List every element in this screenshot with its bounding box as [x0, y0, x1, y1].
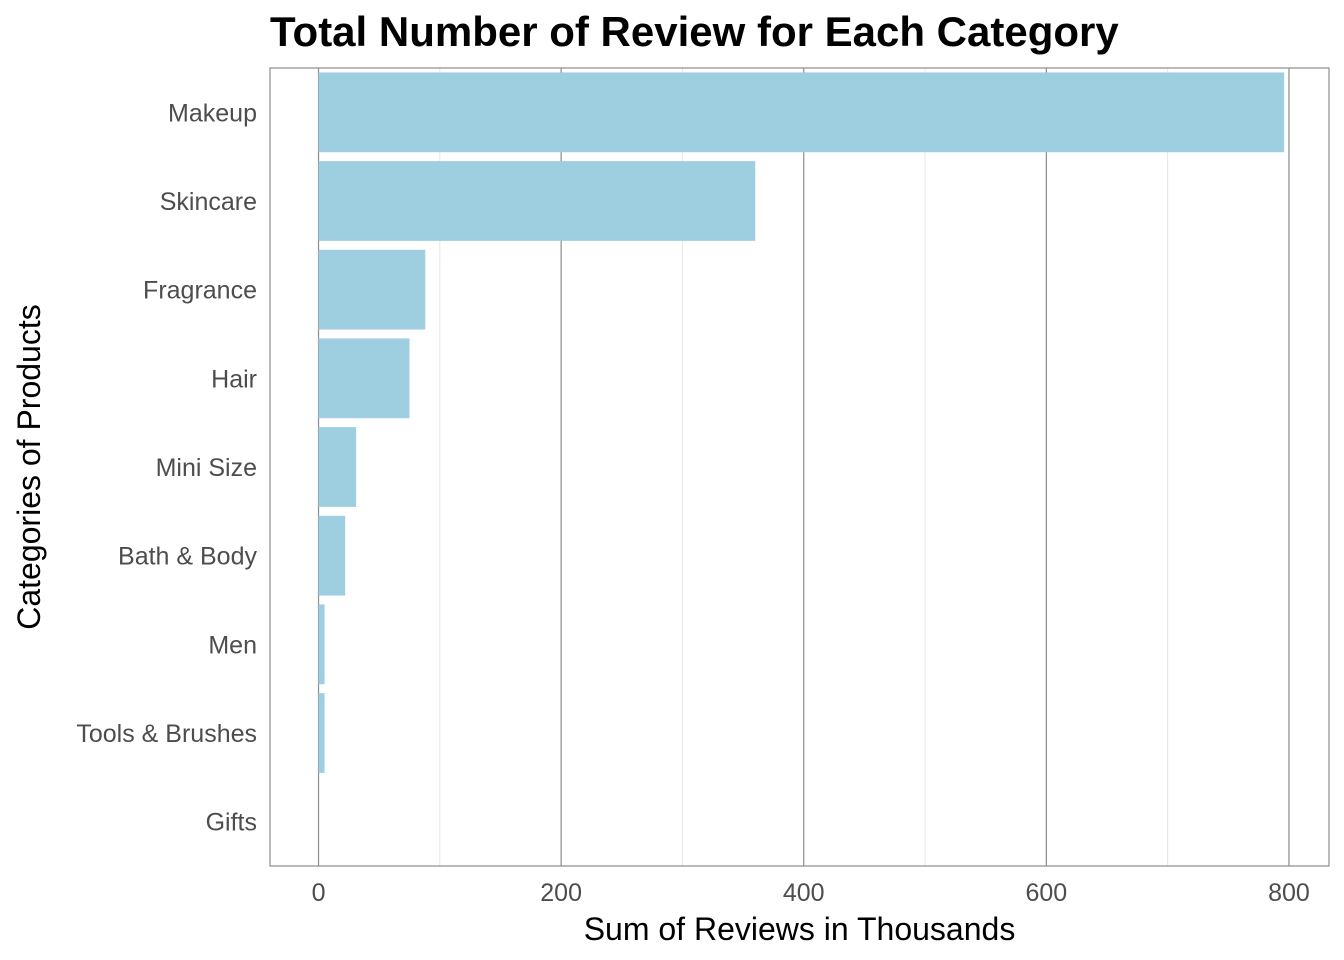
bar	[318, 338, 410, 419]
bar	[318, 72, 1285, 153]
bar	[318, 427, 357, 507]
bar	[318, 693, 325, 773]
y-tick-label: Bath & Body	[118, 543, 257, 571]
bar	[318, 161, 756, 241]
y-tick-label: Mini Size	[156, 454, 257, 482]
y-tick-label: Makeup	[168, 99, 257, 127]
x-tick-label: 400	[783, 879, 825, 907]
x-tick-labels: 0 200 400 600 800	[312, 879, 1310, 907]
y-tick-label: Tools & Brushes	[76, 720, 257, 748]
x-tick-label: 600	[1025, 879, 1067, 907]
x-tick-label: 0	[312, 879, 326, 907]
y-tick-label: Skincare	[160, 188, 257, 216]
x-tick-label: 800	[1268, 879, 1310, 907]
chart-title: Total Number of Review for Each Category	[270, 8, 1119, 55]
bar	[318, 515, 346, 596]
y-tick-label: Gifts	[206, 809, 257, 837]
y-tick-labels: Makeup Skincare Fragrance Hair Mini Size Bath…	[76, 99, 257, 836]
y-tick-label: Hair	[211, 365, 257, 393]
y-axis-title: Categories of Products	[11, 304, 47, 630]
y-tick-label: Fragrance	[143, 277, 257, 305]
bar	[318, 249, 426, 330]
x-tick-label: 200	[540, 879, 582, 907]
x-axis-title: Sum of Reviews in Thousands	[584, 911, 1016, 947]
bar	[318, 604, 325, 685]
bars	[318, 72, 1285, 773]
y-tick-label: Men	[208, 631, 257, 659]
plot-frame	[269, 67, 1330, 867]
